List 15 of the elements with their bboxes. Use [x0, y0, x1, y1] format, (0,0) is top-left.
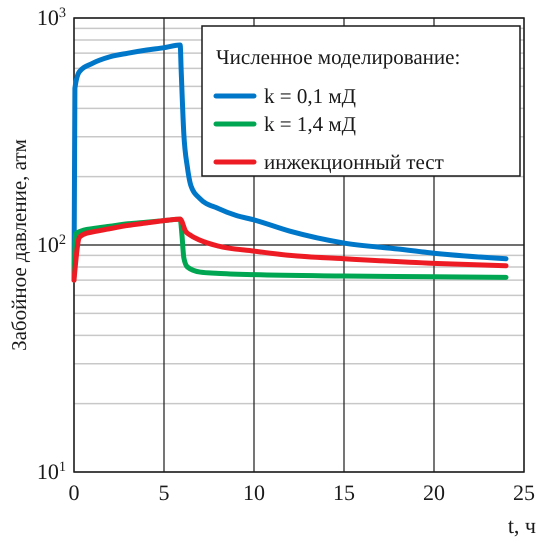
x-tick-label: 10 [243, 480, 265, 505]
y-tick-label: 10$^{2}$ [36, 232, 66, 257]
x-tick-label: 20 [423, 480, 445, 505]
y-tick-label: 10$^{1}$ [36, 459, 66, 484]
legend-label: k = 0,1 мД [264, 84, 356, 108]
x-tick-label: 25 [513, 480, 535, 505]
legend-title: Численное моделирование: [216, 45, 460, 69]
legend-label: инжекционный тест [264, 150, 444, 174]
y-axis-title: Забойное давление, атм [7, 139, 31, 351]
x-tick-label: 5 [158, 480, 170, 505]
legend-label: k = 1,4 мД [264, 112, 356, 136]
x-axis-title: t, ч [508, 513, 536, 538]
x-tick-label: 15 [333, 480, 355, 505]
x-tick-label: 0 [68, 480, 80, 505]
y-tick-label: 10$^{3}$ [36, 5, 66, 30]
